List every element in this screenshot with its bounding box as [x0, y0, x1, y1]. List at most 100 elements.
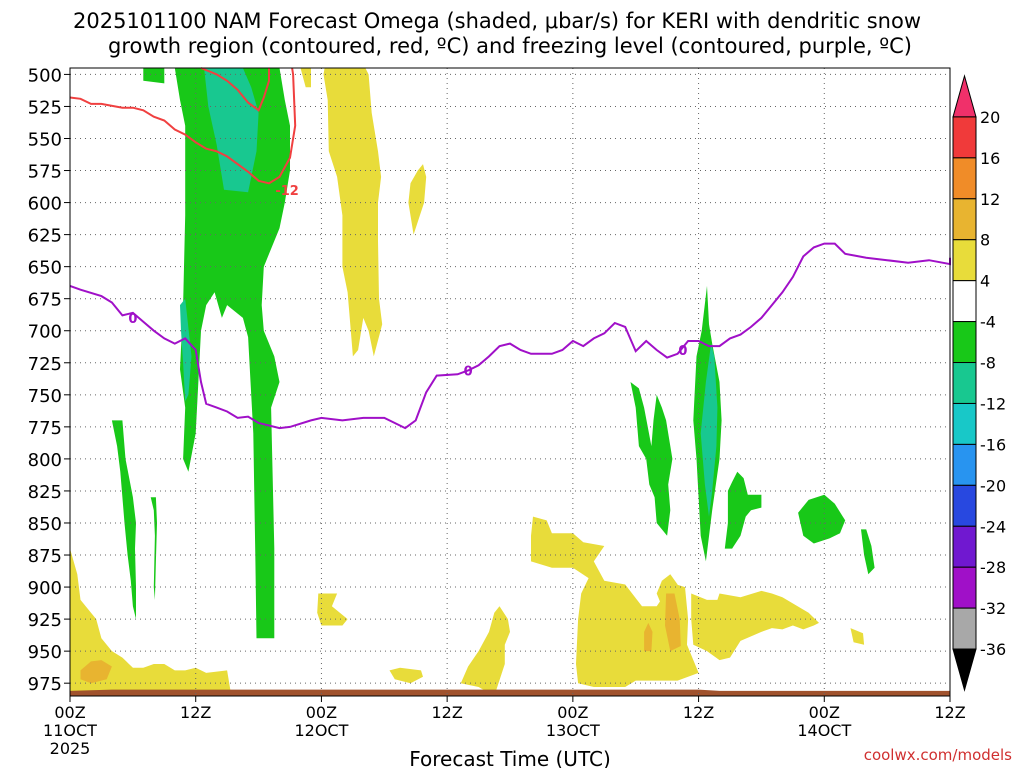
- colorbar-label: -24: [980, 517, 1006, 536]
- colorbar-label: -28: [980, 558, 1006, 577]
- omega-region-1: [143, 68, 165, 84]
- omega-region-24: [644, 622, 653, 652]
- y-tick-label: 875: [28, 546, 62, 567]
- y-tick-label: 825: [28, 482, 62, 503]
- y-tick-label: 575: [28, 162, 62, 183]
- chart-title-line-2: growth region (contoured, red, ºC) and f…: [108, 34, 912, 58]
- colorbar-label: -32: [980, 599, 1006, 618]
- omega-region-16: [80, 660, 112, 684]
- colorbar-swatch: [952, 280, 977, 323]
- colorbar-label: 8: [980, 231, 990, 250]
- omega-region-2: [111, 420, 136, 620]
- dgz-contour-0: [69, 67, 297, 185]
- x-tick-date: 11OCT: [43, 721, 97, 740]
- x-tick-label: 12Z: [431, 703, 462, 722]
- omega-region-10: [180, 298, 192, 402]
- x-tick-year: 2025: [50, 739, 91, 758]
- y-tick-label: 650: [28, 258, 62, 279]
- omega-region-4: [630, 382, 673, 536]
- freezing-level-label: 0: [128, 312, 137, 327]
- omega-region-20: [531, 516, 699, 687]
- y-tick-label: 600: [28, 194, 62, 215]
- x-tick-date: 13OCT: [546, 721, 600, 740]
- x-axis-title: Forecast Time (UTC): [409, 747, 611, 768]
- colorbar-label: -20: [980, 476, 1006, 495]
- dgz-contour-label: -12: [275, 184, 299, 199]
- x-tick-label: 12Z: [934, 703, 965, 722]
- colorbar-label: 20: [980, 108, 1000, 127]
- omega-region-11: [700, 343, 718, 517]
- colorbar-bottom-arrow: [952, 648, 977, 692]
- colorbar-swatch: [952, 566, 977, 609]
- x-tick-date: 14OCT: [797, 721, 851, 740]
- chart-title-line-1: 2025101100 NAM Forecast Omega (shaded, μ…: [73, 9, 921, 33]
- y-tick-label: 500: [28, 65, 62, 86]
- colorbar-label: -4: [980, 313, 996, 332]
- omega-region-26: [70, 689, 950, 696]
- y-tick-label: 950: [28, 642, 62, 663]
- omega-region-3: [150, 497, 157, 600]
- x-tick-label: 00Z: [809, 703, 840, 722]
- credit-link[interactable]: coolwx.com/models: [864, 746, 1012, 764]
- omega-region-14: [408, 164, 427, 235]
- freezing-level-label: 0: [678, 344, 687, 359]
- colorbar-label: -36: [980, 640, 1006, 659]
- y-tick-label: 675: [28, 290, 62, 311]
- x-tick-date: 12OCT: [294, 721, 348, 740]
- y-tick-label: 725: [28, 354, 62, 375]
- omega-region-17: [317, 593, 348, 626]
- colorbar-swatch: [952, 484, 977, 527]
- omega-region-25: [665, 593, 681, 652]
- dgz-contour-1: [200, 67, 270, 112]
- omega-region-18: [389, 667, 423, 684]
- omega-region-15: [70, 548, 231, 696]
- colorbar-label: 16: [980, 149, 1000, 168]
- colorbar-swatch: [952, 402, 977, 445]
- x-tick-label: 00Z: [54, 703, 85, 722]
- freezing-level-label: 0: [464, 364, 473, 379]
- y-tick-label: 625: [28, 226, 62, 247]
- y-tick-label: 975: [28, 674, 62, 695]
- y-tick-label: 900: [28, 578, 62, 599]
- omega-region-22: [691, 590, 819, 661]
- y-tick-label: 850: [28, 514, 62, 535]
- colorbar-swatch: [952, 607, 977, 650]
- colorbar-swatch: [952, 157, 977, 200]
- colorbar-label: 12: [980, 190, 1000, 209]
- omega-region-7: [798, 494, 846, 544]
- y-tick-label: 800: [28, 450, 62, 471]
- x-tick-label: 12Z: [180, 703, 211, 722]
- y-tick-label: 525: [28, 97, 62, 118]
- y-axis: 500 525 550 575 600 625 650 675 700 725 750 775 800 8…: [28, 65, 70, 695]
- colorbar-swatch: [952, 321, 977, 364]
- y-tick-label: 700: [28, 322, 62, 343]
- colorbar-swatch: [952, 525, 977, 568]
- colorbar-label: -8: [980, 354, 996, 373]
- colorbar-swatch: [952, 239, 977, 282]
- colorbar-swatch: [952, 443, 977, 486]
- colorbar-top-arrow: [952, 74, 977, 118]
- colorbar-legend: 20 16 12 8 4 -4 -8 -12 -16 -20 -24 -28 -32 -36: [952, 74, 1006, 692]
- omega-region-13: [323, 68, 383, 357]
- x-tick-label: 00Z: [306, 703, 337, 722]
- omega-region-23: [850, 628, 865, 645]
- omega-region-8: [861, 529, 875, 575]
- colorbar-swatch: [952, 198, 977, 241]
- gridlines: [70, 68, 950, 696]
- omega-region-12: [300, 68, 311, 88]
- x-tick-label: 00Z: [557, 703, 588, 722]
- omega-region-0: [174, 68, 290, 639]
- omega-region-6: [724, 471, 762, 549]
- x-tick-label: 12Z: [683, 703, 714, 722]
- colorbar-label: -12: [980, 394, 1006, 413]
- freezing-level-line: [69, 242, 951, 430]
- plot-frame: [69, 67, 951, 697]
- colorbar-label: -16: [980, 435, 1006, 454]
- y-tick-label: 550: [28, 129, 62, 150]
- colorbar-swatch: [952, 362, 977, 404]
- colorbar-label: 4: [980, 272, 990, 291]
- contour-lines-layer: -12 0 0 0: [69, 67, 951, 430]
- y-tick-label: 750: [28, 386, 62, 407]
